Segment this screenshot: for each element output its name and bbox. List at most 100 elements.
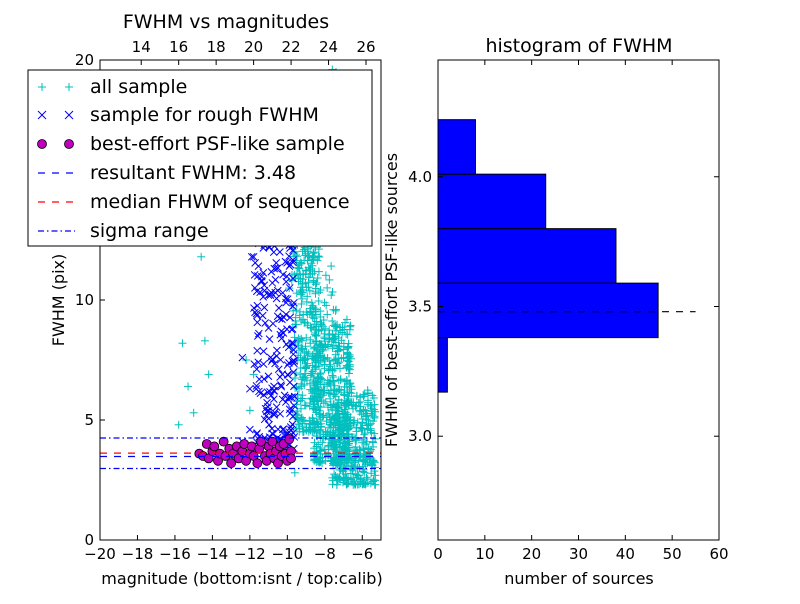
- data-point-plus: [333, 476, 342, 484]
- data-point-cross: [253, 346, 262, 355]
- data-point-plus: [313, 419, 322, 428]
- data-point-cross: [286, 313, 294, 322]
- data-point-cross: [289, 350, 298, 359]
- data-point-plus: [341, 476, 350, 485]
- data-point-cross: [246, 384, 254, 393]
- data-point-plus: [334, 418, 343, 427]
- data-point-cross: [253, 301, 262, 310]
- data-point-cross: [270, 387, 279, 395]
- data-point-cross: [268, 424, 276, 433]
- data-point-cross: [278, 288, 287, 297]
- data-point-plus: [314, 457, 323, 466]
- data-point-plus: [319, 354, 328, 363]
- x-tick-label: −18: [122, 545, 154, 563]
- data-point-plus: [363, 389, 372, 398]
- legend-entry-psf-sample: best-effort PSF-like sample: [37, 133, 345, 155]
- histogram-data-layer: [437, 119, 696, 393]
- scatter-data-layer: [100, 65, 381, 489]
- data-point-plus: [184, 382, 193, 391]
- data-point-cross: [289, 258, 297, 267]
- data-point-cross: [263, 388, 272, 397]
- histogram-y-axis-label: FWHM of best-effort PSF-like sources: [382, 153, 401, 447]
- data-point-plus: [356, 402, 365, 411]
- data-point-cross: [289, 256, 297, 264]
- data-point-plus: [301, 318, 310, 327]
- data-point-plus: [320, 445, 329, 454]
- histogram-ticks: 0 10 20 30 40 50 60 3.0 3.5 4.0: [408, 60, 729, 563]
- x-tick-label: 50: [663, 545, 682, 563]
- data-point-plus: [351, 480, 360, 489]
- data-point-plus: [330, 386, 339, 395]
- data-point-plus: [311, 353, 320, 362]
- data-point-plus: [298, 394, 307, 403]
- top-x-tick-label: 26: [356, 38, 375, 56]
- data-point-plus: [307, 298, 316, 307]
- data-point-plus: [345, 454, 354, 463]
- data-point-plus: [291, 313, 300, 322]
- data-point-plus: [309, 404, 318, 413]
- data-point-plus: [346, 465, 355, 474]
- data-point-plus: [310, 267, 319, 276]
- data-point-cross: [273, 286, 282, 295]
- data-point-cross: [281, 398, 290, 406]
- data-point-plus: [367, 428, 376, 437]
- legend-box: [27, 69, 373, 247]
- data-point-plus: [352, 401, 361, 410]
- data-point-plus: [311, 377, 320, 386]
- data-point-cross: [272, 403, 281, 411]
- data-point-plus: [344, 342, 353, 351]
- data-point-plus: [289, 306, 298, 315]
- data-point-plus: [314, 326, 323, 335]
- histogram-x-axis-label: number of sources: [504, 569, 654, 588]
- data-point-plus: [306, 385, 315, 394]
- scatter-y-axis-label: FWHM (pix): [49, 254, 68, 347]
- data-point-plus: [313, 256, 322, 265]
- data-point-cross: [288, 325, 297, 333]
- data-point-cross: [275, 248, 284, 256]
- x-tick-label: −8: [314, 545, 336, 563]
- x-tick-label: −10: [272, 545, 304, 563]
- data-point-plus: [329, 321, 338, 330]
- data-point-plus: [346, 419, 355, 428]
- legend-label: best-effort PSF-like sample: [90, 133, 345, 155]
- data-point-plus: [368, 407, 377, 416]
- data-point-plus: [290, 374, 299, 383]
- data-point-plus: [330, 470, 339, 479]
- data-point-plus: [318, 346, 327, 355]
- data-point-cross: [279, 425, 288, 433]
- data-point-cross: [273, 346, 281, 355]
- data-point-plus: [322, 301, 331, 310]
- data-point-plus: [342, 400, 351, 409]
- data-point-cross: [253, 332, 262, 340]
- data-point-plus: [344, 369, 353, 378]
- x-tick-label: 40: [616, 545, 635, 563]
- data-point-plus: [334, 346, 343, 355]
- data-point-plus: [358, 418, 367, 427]
- data-point-plus: [329, 441, 338, 450]
- data-point-cross: [284, 343, 293, 352]
- data-point-plus: [331, 338, 340, 347]
- data-point-plus: [298, 422, 307, 431]
- data-point-plus: [311, 280, 320, 289]
- data-point-cross: [276, 409, 285, 418]
- scatter-title: FWHM vs magnitudes: [123, 11, 329, 33]
- data-point-plus: [309, 276, 318, 285]
- data-point-plus: [303, 292, 312, 301]
- legend-marker-plus: [38, 83, 73, 91]
- data-point-plus: [331, 322, 340, 331]
- data-point-cross: [281, 257, 290, 266]
- data-point-cross: [283, 295, 292, 303]
- y-tick-label: 5: [84, 411, 94, 429]
- data-point-cross: [266, 353, 275, 362]
- data-point-plus: [320, 355, 329, 364]
- data-point-plus: [300, 417, 309, 426]
- histogram-bar: [437, 173, 547, 230]
- data-point-plus: [312, 379, 321, 388]
- scatter-x-axis-label: magnitude (bottom:isnt / top:calib): [101, 569, 382, 588]
- data-point-plus: [341, 377, 350, 386]
- data-point-plus: [321, 271, 330, 280]
- data-point-plus: [350, 462, 359, 471]
- data-point-plus: [292, 250, 301, 259]
- legend-label: median FHWM of sequence: [90, 191, 350, 213]
- data-point-cross: [276, 330, 285, 339]
